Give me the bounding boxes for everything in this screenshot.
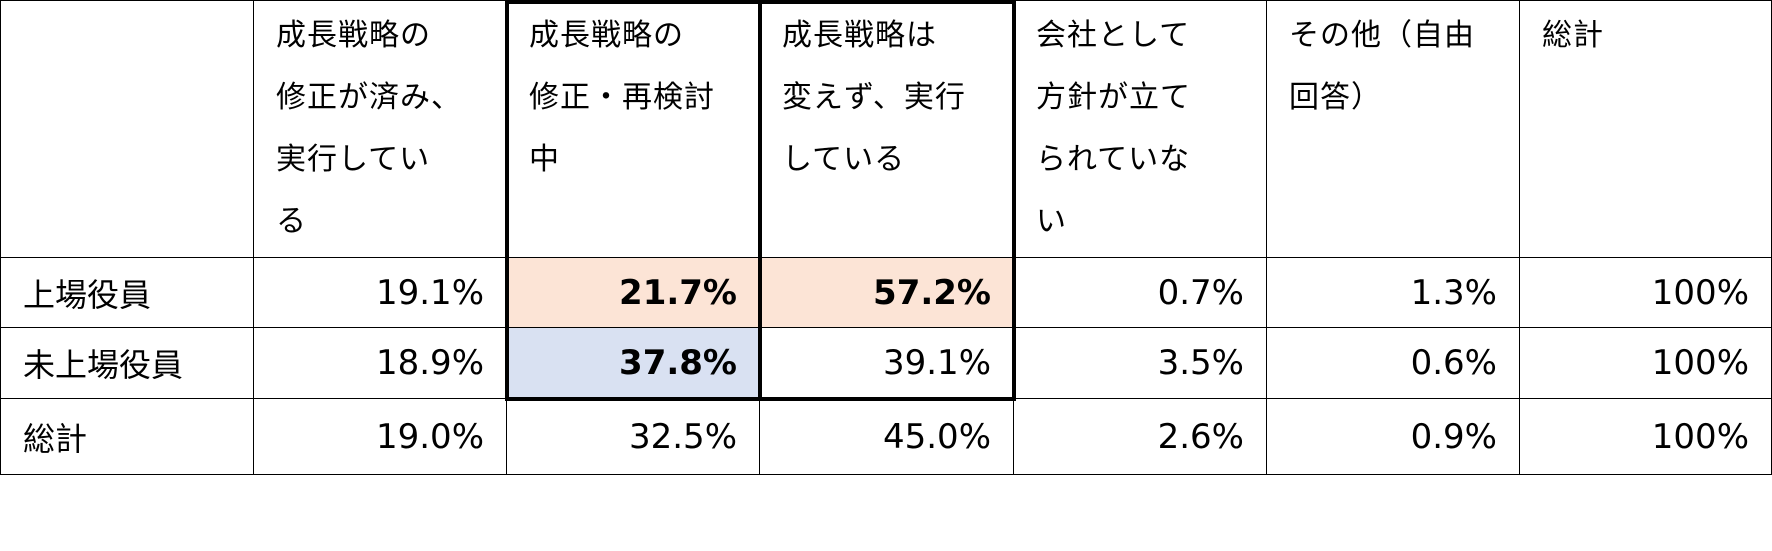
value-cell: 32.5% — [507, 399, 760, 475]
header-line: 方針が立て — [1036, 80, 1191, 115]
value-cell: 1.3% — [1267, 258, 1520, 328]
header-cell: 成長戦略は変えず、実行 している — [760, 0, 1014, 258]
header-line: その他（自由 — [1289, 18, 1475, 53]
row-label: 総計 — [0, 399, 254, 475]
header-line: る — [276, 204, 307, 239]
header-line: 修正が済み、 — [276, 80, 462, 115]
value-cell: 19.0% — [254, 399, 507, 475]
header-line: 中 — [529, 142, 560, 177]
header-line: 実行してい — [276, 142, 431, 177]
value-cell: 21.7% — [507, 258, 760, 328]
header-line: 修正・再検討 — [529, 80, 715, 115]
row-label: 上場役員 — [0, 258, 254, 328]
header-cell: 成長戦略の修正が済み、 実行している — [254, 0, 507, 258]
value-cell: 57.2% — [760, 258, 1014, 328]
row-label: 未上場役員 — [0, 328, 254, 399]
header-cell: 成長戦略の修正・再検討中 — [507, 0, 760, 258]
header-line: 成長戦略の — [529, 18, 684, 53]
header-line: 回答） — [1289, 80, 1382, 115]
value-cell: 100% — [1520, 399, 1772, 475]
value-cell: 2.6% — [1014, 399, 1267, 475]
value-cell: 39.1% — [760, 328, 1014, 399]
header-cell — [0, 0, 254, 258]
header-line: 成長戦略の — [276, 18, 431, 53]
value-cell: 37.8% — [507, 328, 760, 399]
header-cell: 総計 — [1520, 0, 1772, 258]
header-line: 成長戦略は — [782, 18, 937, 53]
value-cell: 100% — [1520, 328, 1772, 399]
header-cell: 会社として方針が立てられていない — [1014, 0, 1267, 258]
value-cell: 0.7% — [1014, 258, 1267, 328]
header-line: 総計 — [1542, 18, 1604, 53]
value-cell: 18.9% — [254, 328, 507, 399]
header-line: 変えず、実行 — [782, 80, 966, 115]
value-cell: 3.5% — [1014, 328, 1267, 399]
header-line: い — [1036, 204, 1067, 239]
header-cell: その他（自由 回答） — [1267, 0, 1520, 258]
value-cell: 19.1% — [254, 258, 507, 328]
value-cell: 0.9% — [1267, 399, 1520, 475]
value-cell: 100% — [1520, 258, 1772, 328]
header-line: 会社として — [1036, 18, 1191, 53]
value-cell: 45.0% — [760, 399, 1014, 475]
header-line: している — [782, 142, 906, 177]
value-cell: 0.6% — [1267, 328, 1520, 399]
header-line: られていな — [1036, 142, 1191, 177]
